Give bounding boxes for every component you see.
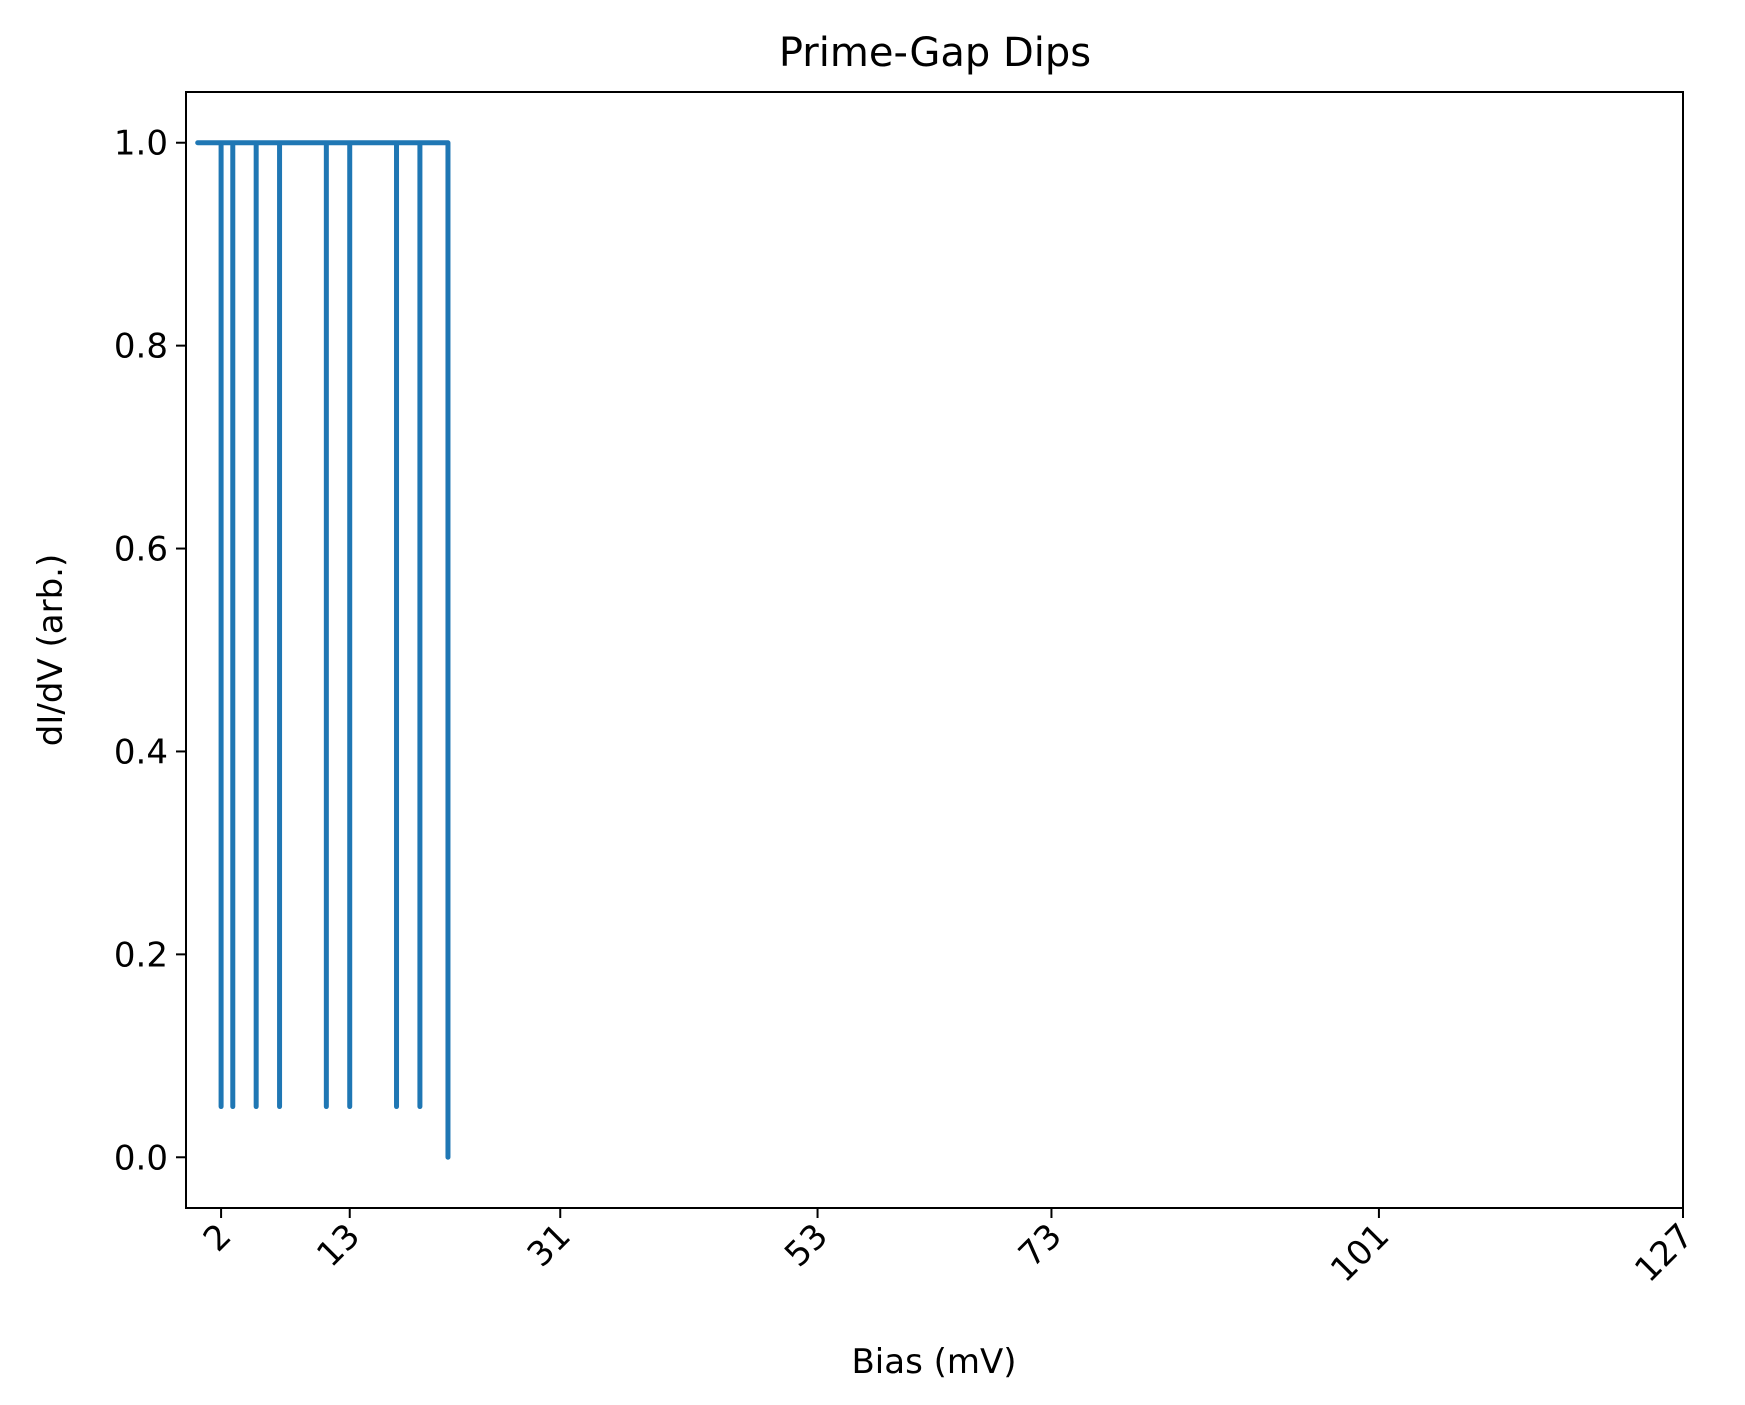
y-tick-label: 0.6 [114,530,168,570]
series-line-0 [195,140,451,1160]
y-tick-label: 0.2 [114,935,168,975]
x-axis-label: Bias (mV) [851,1342,1016,1382]
plot-area [195,140,451,1160]
y-axis: 0.0 0.2 0.4 0.6 0.8 1.0 [114,124,186,1178]
y-tick-label: 0.0 [114,1138,168,1178]
y-tick-label: 0.4 [114,732,168,772]
y-tick-label: 0.8 [114,327,168,367]
y-axis-label: dI/dV (arb.) [31,554,71,746]
y-tick-label: 1.0 [114,124,168,164]
axes-frame [185,91,1684,1209]
chart-title: Prime-Gap Dips [779,30,1091,76]
